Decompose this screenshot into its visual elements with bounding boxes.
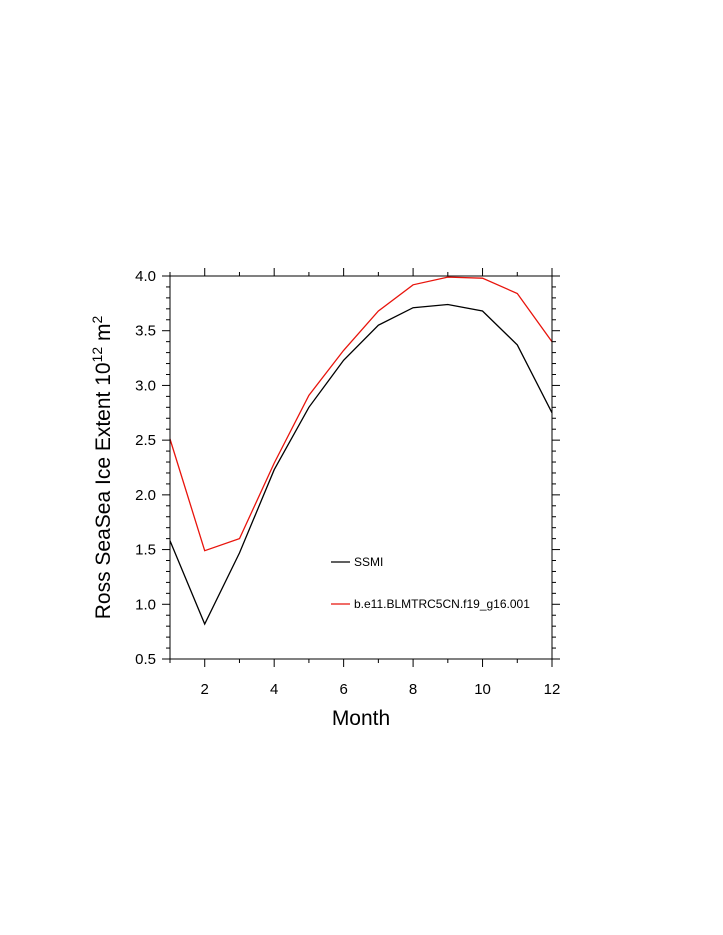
y-tick-label: 1.0 (135, 596, 156, 613)
y-tick-label: 3.0 (135, 377, 156, 394)
x-tick-label: 10 (474, 681, 491, 698)
legend-label-1: b.e11.BLMTRC5CN.f19_g16.001 (354, 597, 530, 611)
legend-label-0: SSMI (354, 555, 383, 569)
y-axis-title-main: Ross SeaSea Ice Extent 10 (92, 362, 115, 619)
y-axis-title-unit: m (92, 324, 115, 347)
y-axis-title: Ross SeaSea Ice Extent 1012 m2 (89, 316, 115, 620)
y-tick-label: 2.0 (135, 487, 156, 504)
x-tick-label: 6 (339, 681, 347, 698)
x-axis-title: Month (332, 707, 390, 730)
legend: SSMI b.e11.BLMTRC5CN.f19_g16.001 (331, 555, 530, 611)
y-tick-label: 4.0 (135, 268, 156, 285)
y-tick-label: 1.5 (135, 542, 156, 559)
series-line-1 (169, 276, 553, 552)
y-tick-label: 3.5 (135, 323, 156, 340)
series-layer (169, 276, 553, 626)
y-axis-title-exponent: 12 (89, 347, 105, 363)
plot-frame (169, 275, 553, 660)
y-tick-label: 2.5 (135, 432, 156, 449)
x-tick-label: 8 (409, 681, 417, 698)
x-tick-label: 2 (201, 681, 209, 698)
tick-labels: 2 4 6 8 10 12 0.5 1.0 1.5 2.0 2.5 3.0 3.5 4.0 (135, 268, 560, 698)
x-tick-label: 12 (544, 681, 561, 698)
x-tick-label: 4 (270, 681, 278, 698)
ticks-layer (162, 268, 560, 667)
y-tick-label: 0.5 (135, 651, 156, 668)
y-axis-title-unit-exponent: 2 (89, 316, 105, 324)
series-line-0 (169, 303, 553, 626)
